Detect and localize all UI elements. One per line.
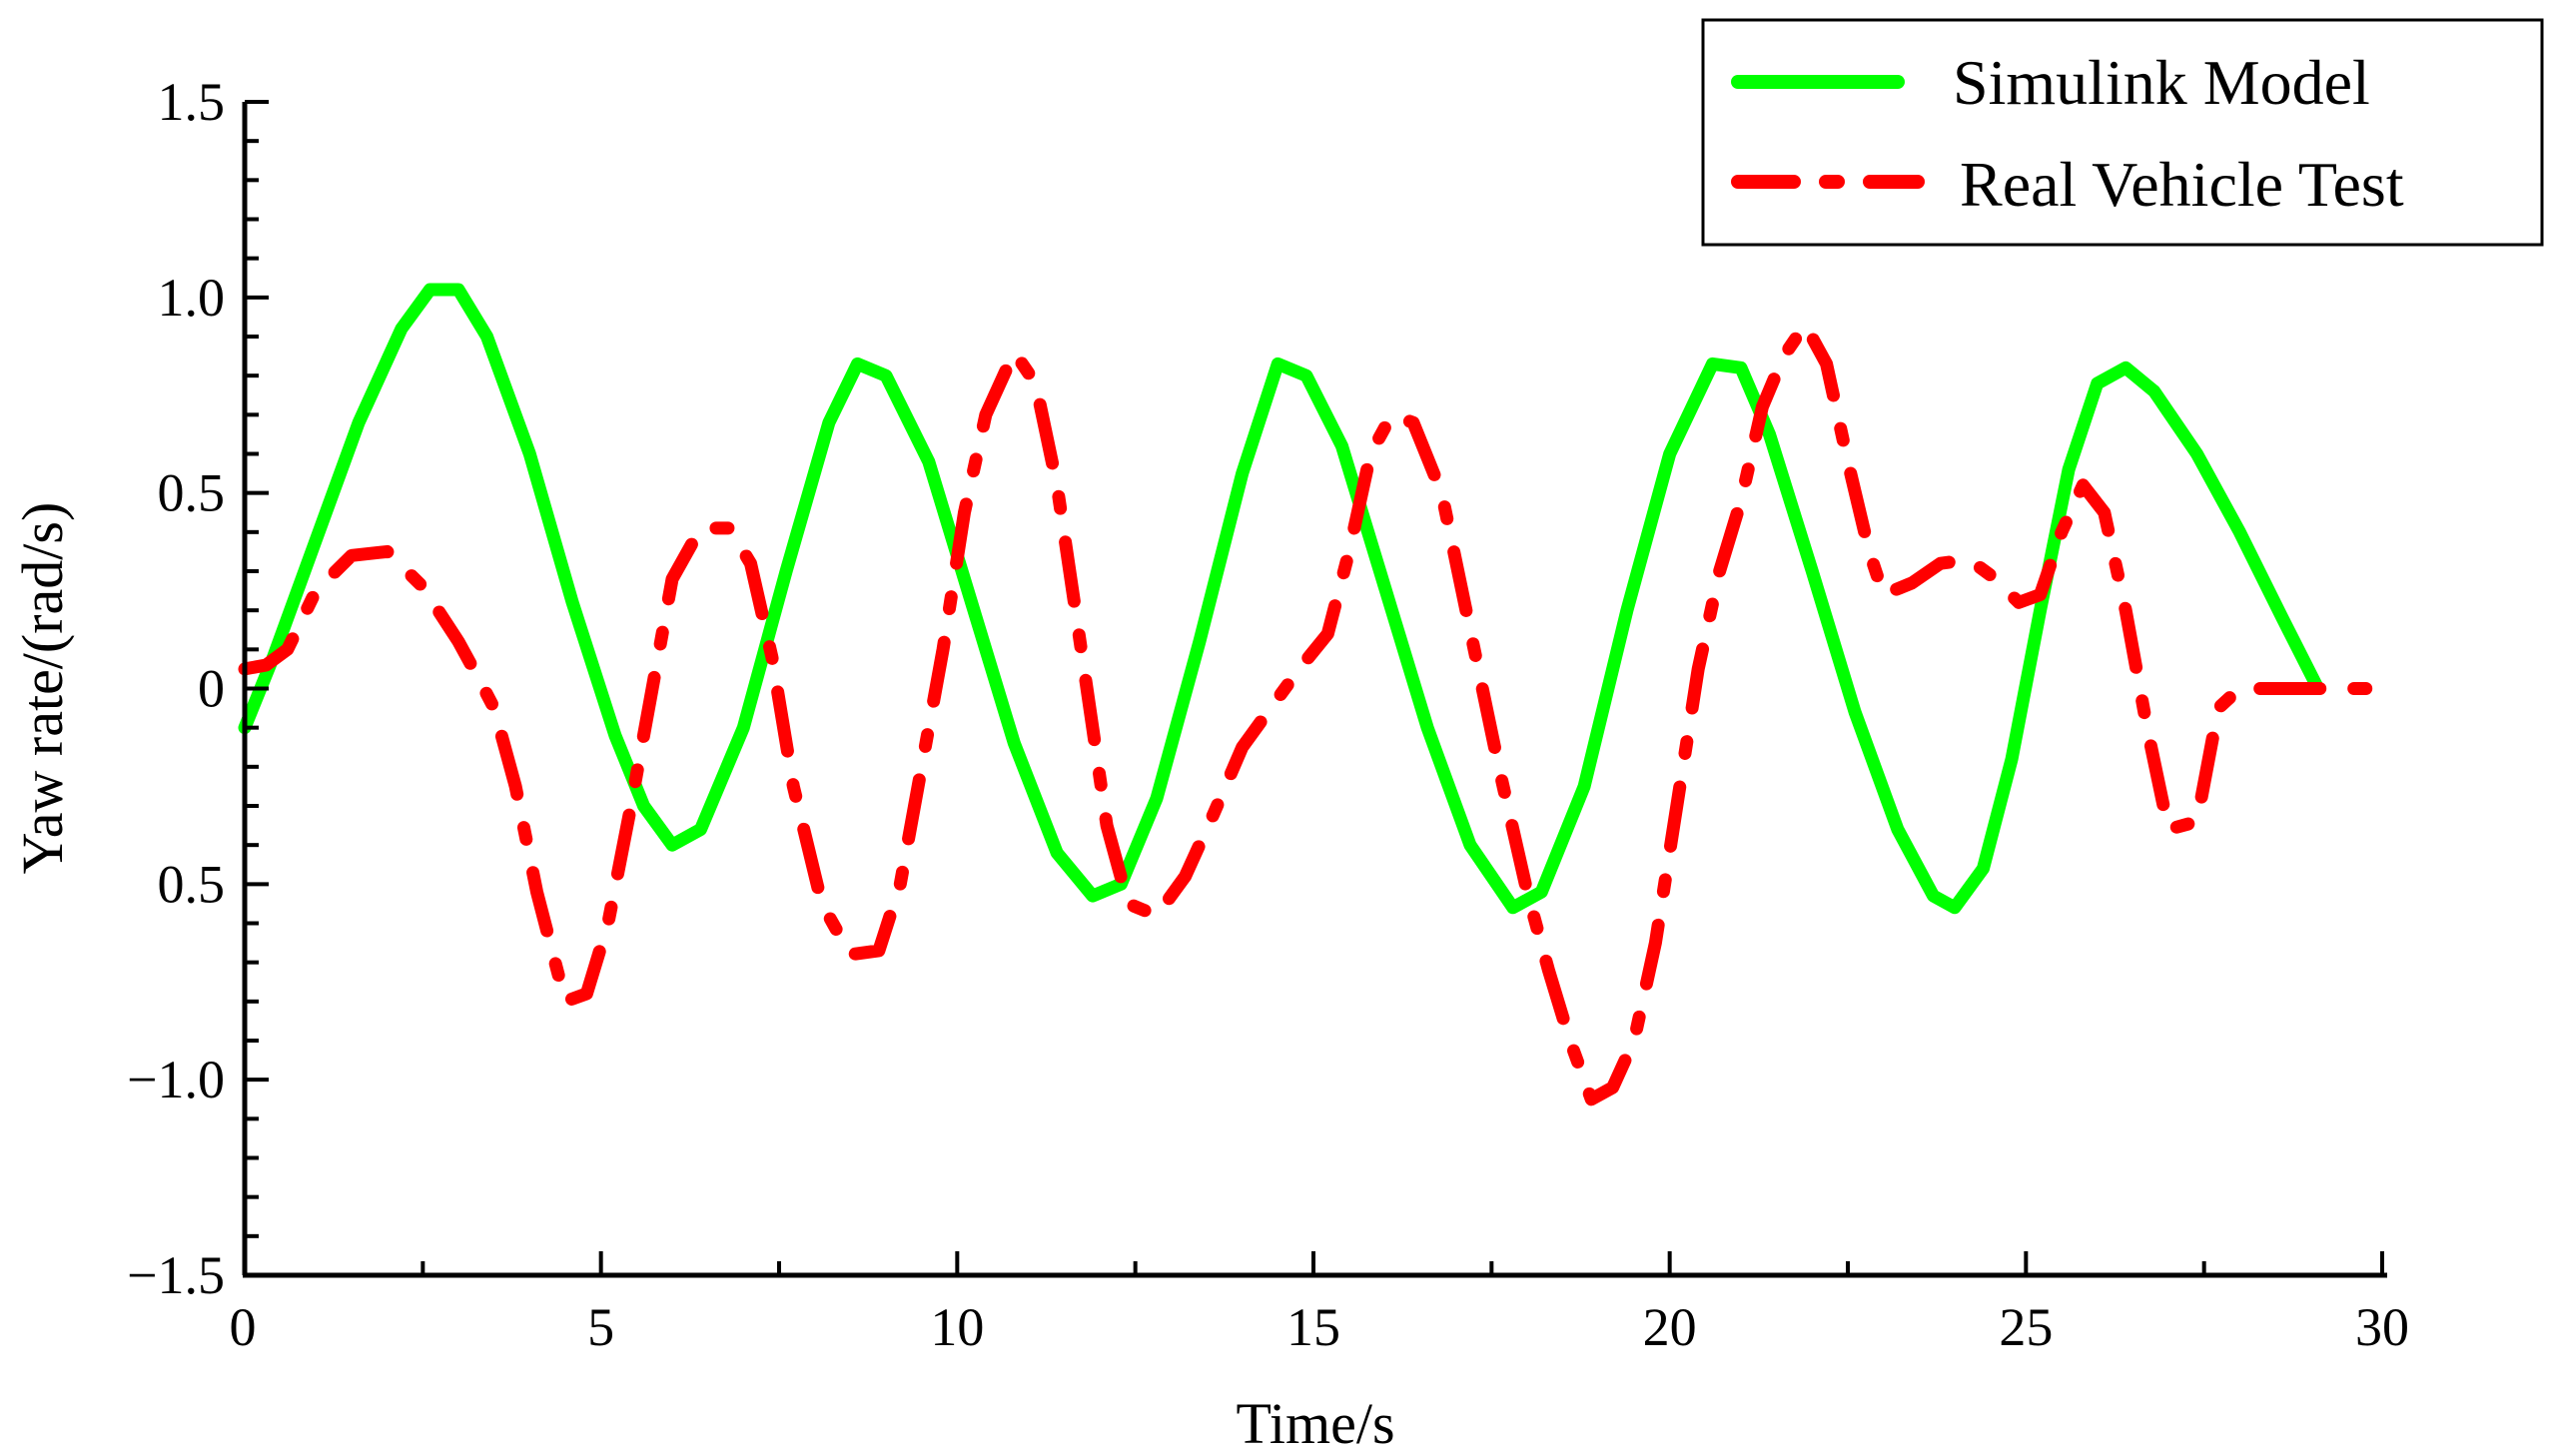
y-tick-label-0: 1.5 (158, 72, 226, 132)
x-tick-label-30: 30 (2355, 1297, 2409, 1357)
y-tick-label-5: −1.0 (127, 1050, 225, 1109)
x-tick-label-25: 25 (1999, 1297, 2053, 1357)
y-tick-label-4: 0.5 (158, 854, 226, 914)
x-tick-label-0: 0 (230, 1297, 257, 1357)
y-tick-label-3: 0 (198, 659, 225, 719)
plot-lines (238, 283, 2389, 1106)
y-axis-title: Yaw rate/(rad/s) (10, 502, 75, 875)
x-tick-label-20: 20 (1643, 1297, 1697, 1357)
x-tick-label-5: 5 (587, 1297, 614, 1357)
x-tick-label-15: 15 (1286, 1297, 1340, 1357)
legend-label-simulink-model: Simulink Model (1953, 47, 2370, 118)
y-tick-label-6: −1.5 (127, 1245, 225, 1305)
legend-label-real-vehicle-test: Real Vehicle Test (1960, 149, 2404, 220)
y-tick-label-2: 0.5 (158, 463, 226, 523)
x-ticks: 0 5 10 15 20 25 30 (230, 1251, 2409, 1357)
axes: 0 5 10 15 20 25 30 1.5 1.0 0.5 0 0.5 −1.0 −1.5 (127, 72, 2409, 1357)
x-axis-title: Time/s (1236, 1391, 1394, 1456)
legend: Simulink Model Real Vehicle Test (1701, 18, 2544, 247)
x-tick-label-10: 10 (930, 1297, 984, 1357)
series-line-real-vehicle-test (238, 318, 2389, 1106)
legend-box (1701, 18, 2544, 247)
y-tick-label-1: 1.0 (158, 268, 226, 328)
series-line-simulink-model (238, 283, 2325, 915)
y-ticks: 1.5 1.0 0.5 0 0.5 −1.0 −1.5 (127, 72, 269, 1305)
